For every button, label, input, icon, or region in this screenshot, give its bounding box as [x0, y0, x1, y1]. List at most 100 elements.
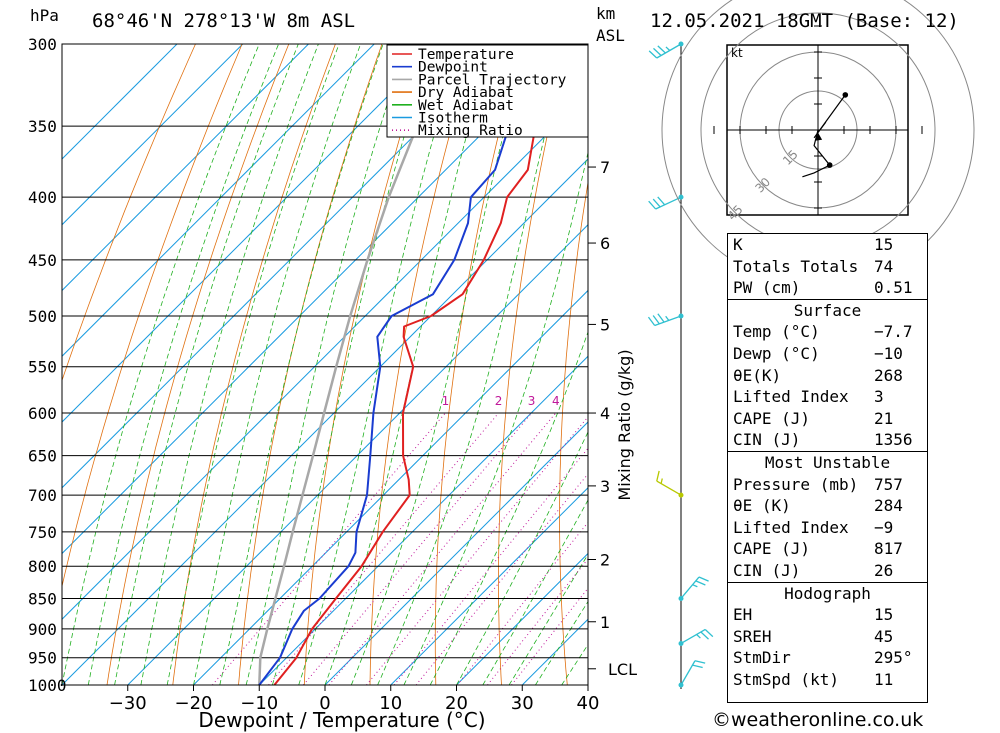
- wet-adiabat-line: [482, 499, 588, 685]
- wet-adiabat-line: [62, 44, 260, 685]
- most-unstable-value: 757: [874, 474, 903, 494]
- wet-adiabat-line: [429, 330, 588, 685]
- surface-key: CIN (J): [733, 430, 801, 450]
- index-key: Totals Totals: [733, 256, 859, 276]
- hodograph-index-key: StmSpd (kt): [733, 669, 839, 689]
- pressure-tick-label: 350: [28, 117, 57, 136]
- x-tick-label: −10: [240, 693, 278, 714]
- surface-section-title: Surface: [728, 298, 927, 322]
- mixing-ratio-value-label: 2: [495, 394, 503, 408]
- dry-adiabat-line: [369, 44, 476, 685]
- km-tick-label: 2: [600, 551, 610, 570]
- isotherm-line: [62, 44, 309, 292]
- hodograph-index-row: StmDir 295°: [728, 647, 927, 669]
- most-unstable-value: 26: [874, 560, 894, 580]
- wind-barb-feather: [698, 576, 709, 582]
- isotherm-line: [62, 44, 441, 423]
- mixing-ratio-line: [328, 412, 557, 685]
- wind-barb-feather: [653, 47, 662, 56]
- mixing-ratio-value-label: 20: [697, 394, 712, 408]
- wind-barb-feather: [647, 316, 656, 326]
- hodograph-index-value: 15: [874, 605, 894, 625]
- dry-adiabat-line: [559, 180, 588, 685]
- wind-barb-shaft: [680, 576, 700, 599]
- wind-barb-feather: [657, 313, 665, 323]
- surface-key: CAPE (J): [733, 408, 811, 428]
- hodograph-index-value: 45: [874, 626, 894, 646]
- wind-barb-feather: [692, 584, 698, 588]
- isotherm-line: [390, 487, 588, 685]
- wind-barb-shaft: [680, 660, 696, 686]
- km-tick-label: 3: [600, 477, 610, 496]
- wet-adiabat-line: [219, 44, 384, 685]
- most-unstable-key: θE (K): [733, 496, 791, 516]
- mixing-ratio-value-label: 15: [669, 394, 684, 408]
- wind-barb-shaft: [654, 315, 682, 327]
- pressure-tick-label: 450: [28, 251, 57, 270]
- pressure-tick-label: 650: [28, 447, 57, 466]
- surface-key: θE(K): [733, 365, 782, 385]
- surface-value: 268: [874, 365, 903, 385]
- hodograph-index-row: StmSpd (kt) 11: [728, 669, 927, 691]
- wind-barb-feather: [665, 315, 670, 321]
- surface-row: θE(K) 268: [728, 365, 927, 387]
- index-row: Totals Totals 74: [728, 256, 927, 278]
- surface-key: Lifted Index: [733, 387, 849, 407]
- dry-adiabat-line: [62, 44, 196, 382]
- km-tick-label: LCL: [608, 660, 637, 679]
- x-tick-label: 40: [577, 693, 600, 714]
- x-axis-title: Dewpoint / Temperature (°C): [198, 708, 485, 732]
- isotherm-line: [62, 44, 375, 357]
- pressure-tick-label: 300: [28, 35, 57, 54]
- wet-adiabat-line: [377, 44, 568, 685]
- wind-barb-feather: [657, 196, 666, 206]
- wet-adiabat-line: [140, 44, 319, 685]
- copyright-footer: ©weatheronline.co.uk: [712, 709, 924, 731]
- dry-adiabat-line: [238, 44, 383, 685]
- datetime-title: 12.05.2021 18GMT (Base: 12): [650, 10, 959, 32]
- isotherm-line: [62, 92, 588, 620]
- isotherm-line: [258, 355, 588, 685]
- wind-barb-feather: [648, 200, 657, 210]
- pressure-tick-label: 1000: [28, 676, 67, 695]
- most-unstable-value: −9: [874, 517, 894, 537]
- km-tick-label: 7: [600, 158, 610, 177]
- x-tick-label: 30: [511, 693, 534, 714]
- legend-label: Mixing Ratio: [418, 123, 523, 139]
- surface-key: Temp (°C): [733, 322, 820, 342]
- surface-row: Temp (°C) −7.7: [728, 321, 927, 343]
- legend-label: Isotherm: [418, 111, 488, 127]
- mixing-ratio-value-label: 1: [442, 394, 450, 408]
- hodograph-index-row: SREH 45: [728, 626, 927, 648]
- surface-value: −7.7: [874, 322, 913, 342]
- surface-value: 1356: [874, 430, 913, 450]
- hodograph-index-row: EH 15: [728, 604, 927, 626]
- pressure-tick-label: 400: [28, 188, 57, 207]
- mixing-ratio-line: [366, 416, 588, 685]
- index-row: PW (cm) 0.51: [728, 277, 927, 299]
- dry-adiabat-line: [987, 44, 1000, 685]
- isotherm-line: [127, 224, 588, 685]
- plot-frame: [61, 43, 589, 686]
- wind-barb-shaft: [656, 43, 682, 59]
- most-unstable-value: 284: [874, 496, 903, 516]
- mixing-ratio-line: [393, 447, 588, 685]
- x-tick-label: 20: [445, 693, 468, 714]
- surface-row: CAPE (J) 21: [728, 408, 927, 430]
- most-unstable-key: CAPE (J): [733, 539, 811, 559]
- pressure-tick-label: 500: [28, 307, 57, 326]
- surface-value: 3: [874, 387, 884, 407]
- most-unstable-key: Pressure (mb): [733, 474, 859, 494]
- isotherm-line: [62, 44, 178, 160]
- wind-barb-feather: [696, 634, 701, 639]
- hodograph-point: [826, 162, 833, 168]
- location-title: 68°46'N 278°13'W 8m ASL: [92, 10, 356, 32]
- wind-barb-shaft: [656, 480, 682, 496]
- pressure-tick-label: 950: [28, 649, 57, 668]
- index-value: 0.51: [874, 278, 913, 298]
- index-row: K 15: [728, 234, 927, 256]
- index-value: 74: [874, 256, 894, 276]
- hodograph-index-value: 11: [874, 669, 894, 689]
- km-tick-label: 1: [600, 613, 610, 632]
- wind-barb-feather: [694, 660, 706, 664]
